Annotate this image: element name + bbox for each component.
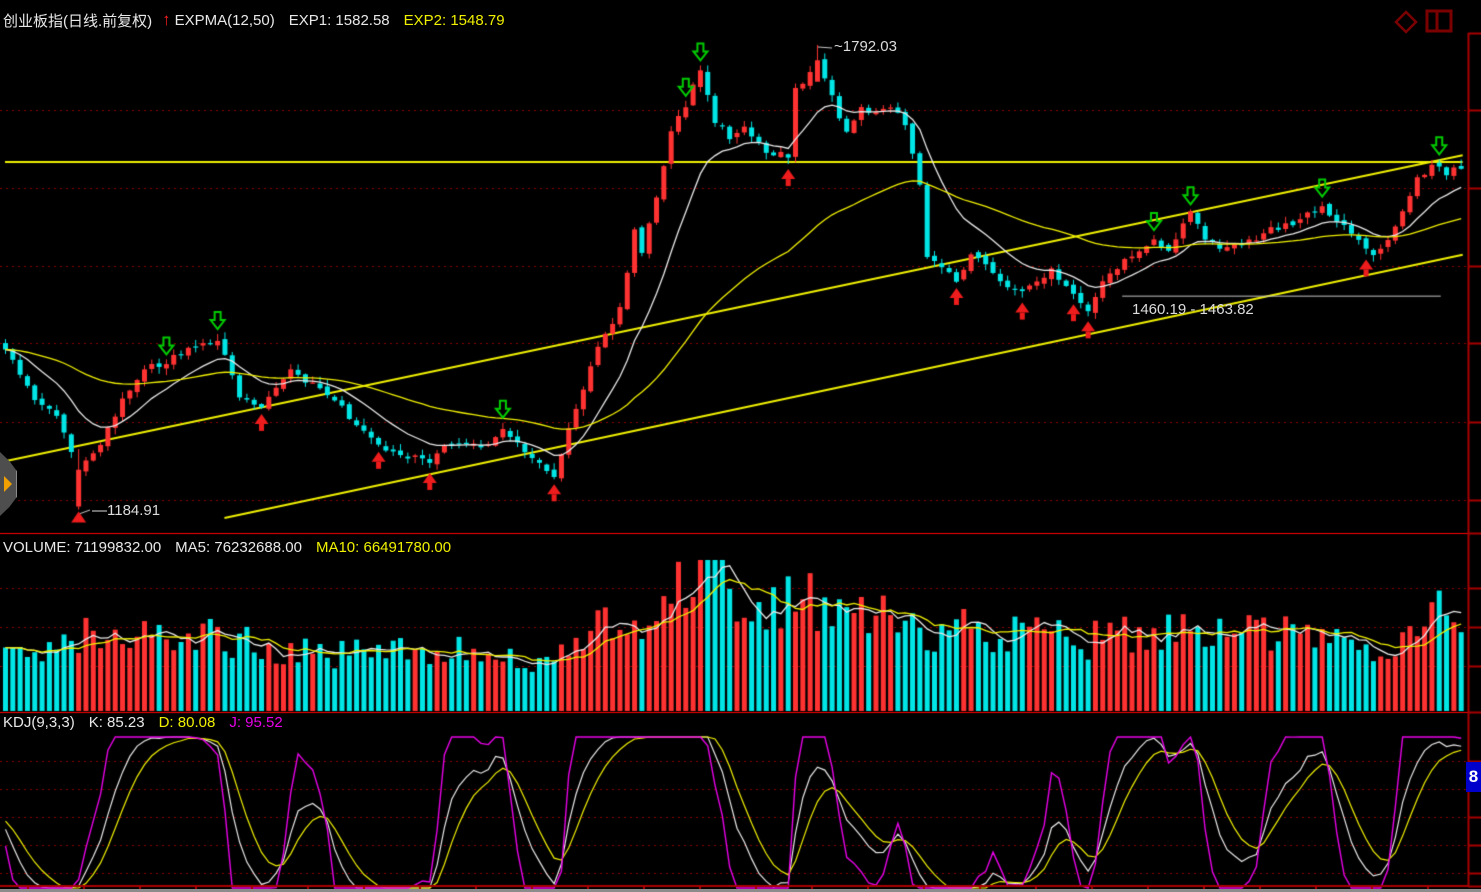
volume-value: VOLUME: 71199832.00 [3,538,162,556]
indicator-name[interactable]: EXPMA(12,50) [174,11,275,29]
kdj-header: KDJ(9,3,3) K: 85.23 D: 80.08 J: 95.52 [3,711,283,733]
kdj-j-value: J: 95.52 [229,713,283,731]
symbol-title: 创业板指(日线.前复权) [3,12,153,30]
volume-ma10-value: MA10: 66491780.00 [315,538,452,556]
exp1-value: EXP1: 1582.58 [288,11,390,29]
expand-arrow-icon [4,476,12,492]
exp2-value: EXP2: 1548.79 [403,11,505,29]
window-panes-icon[interactable] [1424,7,1454,35]
volume-header: VOLUME: 71199832.00 MA5: 76232688.00 MA1… [3,536,451,558]
high-price-label: ~1792.03 [834,38,897,55]
up-arrow-icon: ↑ [162,10,171,29]
kdj-scale-badge: 8 [1466,762,1481,792]
main-chart-header: 创业板指(日线.前复权) ↑ EXPMA(12,50) EXP1: 1582.5… [3,9,505,31]
window-bottom-edge [0,889,1481,892]
gap-price-label: 1460.19 - 1463.82 [1132,301,1254,318]
diamond-icon[interactable] [1393,9,1419,35]
panel-expander-tab[interactable] [0,452,17,516]
kdj-d-value: D: 80.08 [158,713,216,731]
kdj-indicator-name[interactable]: KDJ(9,3,3) [3,713,75,731]
low-price-label: —1184.91 [92,502,161,519]
volume-ma5-value: MA5: 76232688.00 [175,538,302,556]
kdj-k-value: K: 85.23 [88,713,145,731]
